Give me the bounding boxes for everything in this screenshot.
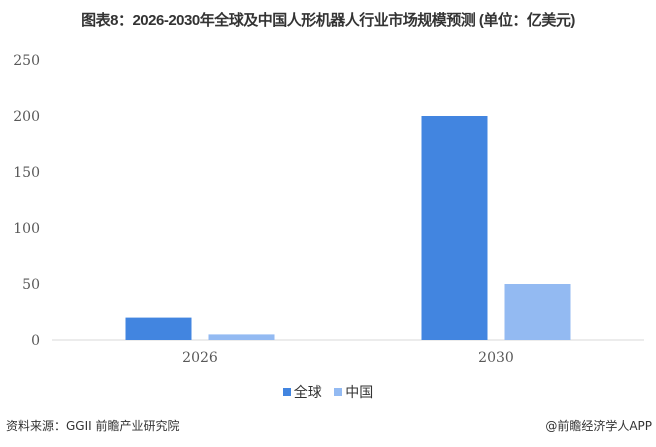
bar-2030-global — [421, 116, 488, 340]
legend-item-china[interactable]: 中国 — [334, 385, 373, 401]
chart-title: 图表8：2026-2030年全球及中国人形机器人行业市场规模预测 (单位：亿美元… — [81, 12, 575, 29]
legend-swatch — [282, 388, 291, 396]
y-tick-label: 150 — [13, 165, 40, 181]
y-tick-label: 50 — [22, 277, 40, 293]
x-tick-label: 2026 — [182, 350, 218, 366]
x-tick-label: 2030 — [478, 350, 514, 366]
legend-label: 全球 — [293, 385, 322, 401]
legend-swatch — [334, 388, 343, 396]
y-tick-label: 250 — [13, 53, 40, 69]
bar-2030-china — [504, 284, 571, 340]
y-tick-label: 200 — [13, 109, 40, 125]
source-note: 资料来源：GGII 前瞻产业研究院 — [6, 419, 180, 433]
y-tick-label: 100 — [13, 221, 40, 237]
credit-note: @前瞻经济学人APP — [545, 419, 652, 433]
legend-label: 中国 — [345, 385, 374, 401]
bar-2026-global — [125, 317, 192, 340]
legend-item-global[interactable]: 全球 — [282, 385, 322, 401]
bar-2026-china — [208, 334, 275, 340]
legend: 全球 中国 — [0, 382, 656, 402]
y-tick-label: 0 — [31, 333, 40, 349]
